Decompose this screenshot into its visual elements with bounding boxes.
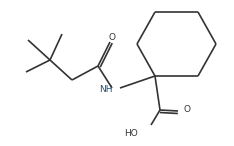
Text: NH: NH [99, 85, 113, 93]
Text: O: O [109, 33, 116, 42]
Text: HO: HO [124, 128, 138, 138]
Text: O: O [183, 105, 190, 113]
